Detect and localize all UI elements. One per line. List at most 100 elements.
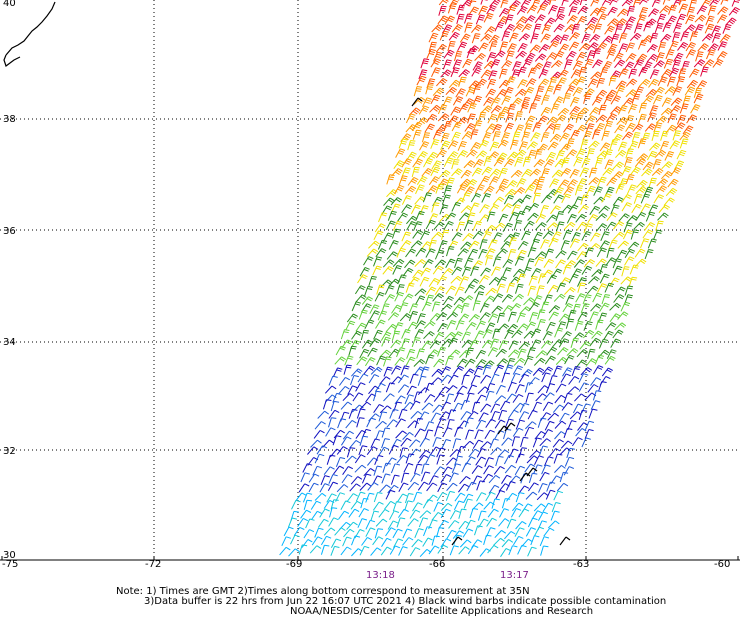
wind-barb xyxy=(548,285,558,293)
wind-barb xyxy=(493,132,501,142)
wind-barb xyxy=(374,493,382,503)
wind-barb xyxy=(466,520,475,529)
wind-barb xyxy=(678,42,688,50)
wind-barb xyxy=(590,338,601,346)
wind-barb xyxy=(431,413,441,422)
wind-barb xyxy=(452,122,462,131)
wind-barb xyxy=(424,321,435,328)
wind-barb xyxy=(532,511,542,519)
wind-barb xyxy=(584,224,593,233)
wind-barb xyxy=(613,232,624,239)
wind-barb xyxy=(484,466,494,474)
wind-barb xyxy=(610,303,621,310)
wind-barb xyxy=(591,304,602,311)
wind-barb xyxy=(475,331,484,340)
wind-barb xyxy=(578,205,588,213)
wind-barb xyxy=(416,248,426,256)
wind-barb xyxy=(633,124,644,132)
wind-barb xyxy=(606,114,616,122)
wind-barb xyxy=(670,105,680,113)
wind-barb xyxy=(444,221,454,230)
wind-barb xyxy=(502,373,510,383)
wind-barb xyxy=(576,214,586,222)
wind-barb xyxy=(513,269,524,277)
wind-barb xyxy=(568,387,579,394)
wind-barb xyxy=(454,393,463,402)
wind-barb xyxy=(338,419,346,428)
wind-barb xyxy=(360,268,370,277)
wind-barb xyxy=(386,383,395,392)
wind-barb xyxy=(591,233,601,242)
wind-barb xyxy=(565,457,574,466)
wind-barb xyxy=(529,473,537,483)
wind-barb xyxy=(594,24,602,33)
wind-barb xyxy=(487,518,497,526)
wind-barb xyxy=(543,231,554,239)
wind-barb xyxy=(517,250,527,259)
wind-barb xyxy=(301,510,311,518)
wind-barb xyxy=(531,133,541,142)
wind-barb xyxy=(333,393,342,402)
wind-barb xyxy=(350,484,361,491)
wind-barb xyxy=(565,60,573,70)
wind-barb xyxy=(339,511,349,519)
wind-barb xyxy=(586,116,596,124)
wind-barb xyxy=(526,116,536,125)
wind-barb xyxy=(555,421,566,428)
wind-barb xyxy=(558,108,569,115)
wind-barb xyxy=(493,329,501,339)
wind-barb xyxy=(576,125,586,133)
wind-barb xyxy=(508,382,517,391)
wind-barb xyxy=(474,121,482,130)
wind-barb xyxy=(659,205,670,213)
wind-barb xyxy=(636,212,646,220)
wind-barb xyxy=(713,59,723,67)
wind-barb xyxy=(576,77,586,86)
wind-barb xyxy=(423,260,433,268)
wind-barb xyxy=(358,275,368,283)
wind-barb xyxy=(723,24,732,33)
wind-barb xyxy=(525,383,533,393)
pass-time-1317: 13:17 xyxy=(500,570,529,581)
wind-barb xyxy=(386,528,396,536)
wind-barb xyxy=(422,133,430,143)
wind-barb xyxy=(517,313,526,322)
wind-barb xyxy=(554,465,565,472)
wind-barb xyxy=(387,175,395,185)
wind-barb xyxy=(444,121,452,131)
wind-barb xyxy=(441,367,451,376)
wind-barb xyxy=(494,538,505,545)
wind-barb xyxy=(371,511,379,520)
wind-barb xyxy=(589,178,600,185)
wind-barb xyxy=(452,267,462,275)
wind-barb xyxy=(554,454,562,463)
wind-barb xyxy=(432,161,442,170)
wind-barb xyxy=(580,168,589,177)
wind-barb xyxy=(437,419,446,428)
wind-barb xyxy=(486,89,496,97)
wind-barb xyxy=(317,446,327,454)
wind-barb xyxy=(634,60,644,69)
wind-barb xyxy=(625,116,634,125)
wind-barb xyxy=(496,186,507,194)
wind-barb xyxy=(448,141,458,150)
wind-barb xyxy=(432,536,440,546)
wind-barb xyxy=(382,428,390,438)
wind-barb xyxy=(546,384,555,393)
wind-barb xyxy=(482,194,491,203)
wind-barb xyxy=(355,286,365,294)
wind-barb xyxy=(567,214,576,223)
wind-barb xyxy=(455,493,465,501)
wind-barb xyxy=(545,86,554,95)
wind-barb xyxy=(515,528,524,537)
wind-barb xyxy=(607,350,616,359)
wind-barb xyxy=(541,133,549,143)
wind-barb xyxy=(528,483,538,491)
wind-barb xyxy=(408,519,419,527)
wind-barb xyxy=(418,482,428,490)
wind-barb xyxy=(516,420,525,429)
wind-barb xyxy=(414,492,422,501)
wind-barb xyxy=(476,457,486,465)
wind-barb xyxy=(424,527,433,536)
